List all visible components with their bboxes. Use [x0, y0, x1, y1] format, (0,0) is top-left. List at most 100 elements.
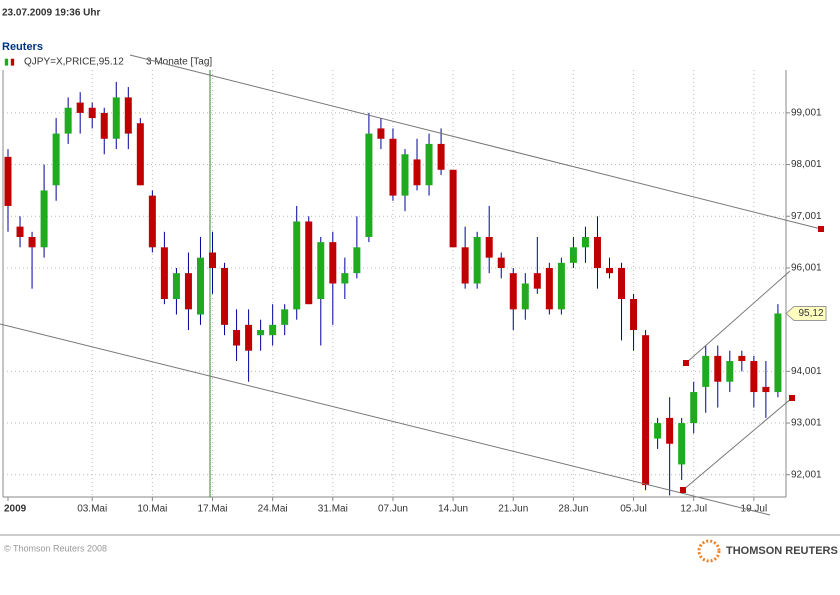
candle-body [329, 242, 337, 284]
source: Reuters [2, 41, 43, 53]
y-tick-label: 97,001 [791, 211, 822, 222]
candle-body [581, 236, 589, 248]
candle-body [64, 107, 72, 134]
candle-body [28, 236, 36, 248]
candle-body [16, 226, 24, 237]
candle-body [196, 257, 204, 315]
candle-body [293, 221, 301, 310]
candle-body [678, 423, 686, 465]
candle-body [233, 330, 241, 346]
candle-body [774, 313, 782, 393]
candle-body [148, 195, 156, 248]
candle-body [160, 247, 168, 300]
x-tick-label: 28.Jun [558, 504, 588, 515]
candle-body [281, 309, 289, 325]
candle-body [437, 143, 445, 170]
candle-body [269, 324, 277, 336]
candle-body [317, 242, 325, 300]
candle-body [606, 267, 613, 274]
trend-line [0, 323, 771, 516]
candle-body [136, 123, 144, 186]
candle-body [473, 236, 481, 284]
candle-body [389, 138, 397, 196]
trend-point [818, 226, 824, 232]
candle-body [413, 159, 421, 186]
candle-body [569, 247, 577, 263]
candle-body [521, 283, 529, 310]
candle-body [184, 273, 192, 310]
y-tick-label: 96,001 [791, 263, 822, 274]
candle-body [341, 273, 349, 284]
copyright: © Thomson Reuters 2008 [4, 543, 107, 553]
candle-body [4, 156, 12, 206]
x-tick-label: 24.Mai [258, 504, 288, 515]
candle-body [52, 133, 60, 186]
trend-line [129, 54, 822, 230]
x-tick-label: 10.Mai [137, 504, 167, 515]
candle-body [172, 273, 180, 300]
candle-body [461, 247, 469, 284]
x-tick-label: 19.Jul [741, 504, 768, 515]
candle-body [630, 299, 638, 331]
brand: THOMSON REUTERS [726, 545, 838, 557]
trend-line [685, 270, 791, 364]
legend-icon: ▮ [4, 56, 9, 66]
candle-body [726, 361, 734, 382]
trend-point [680, 487, 686, 493]
brand-logo [697, 539, 721, 563]
candle-body [353, 247, 361, 274]
candle-body [401, 154, 409, 196]
candle-body [112, 97, 120, 139]
candle-body [305, 221, 313, 305]
candle-body [618, 267, 626, 300]
candle-body [497, 257, 505, 268]
y-tick-label: 98,001 [791, 159, 822, 170]
x-tick-label: 31.Mai [318, 504, 348, 515]
candle-body [485, 236, 493, 258]
candle-body [449, 169, 457, 248]
y-tick-label: 99,001 [791, 107, 822, 118]
candle-body [100, 112, 108, 139]
x-tick-label: 17.Mai [198, 504, 228, 515]
price-label: 95,12 [798, 308, 823, 319]
x-tick-label: 12.Jul [680, 504, 707, 515]
trend-point [789, 395, 795, 401]
candle-body [377, 128, 385, 139]
trend-point [683, 360, 689, 366]
candle-body [738, 355, 746, 362]
candle-body [654, 423, 662, 439]
price-tag [785, 305, 827, 321]
candle-body [425, 143, 433, 186]
candle-body [124, 97, 132, 134]
y-tick-label: 94,001 [791, 366, 822, 377]
candle-body [690, 392, 698, 424]
y-tick-label: 93,001 [791, 418, 822, 429]
candle-body [365, 133, 373, 237]
candle-body [533, 273, 541, 289]
candle-body [702, 355, 710, 387]
candle-body [642, 335, 650, 486]
candle-body [666, 417, 674, 444]
candle-body [509, 273, 517, 310]
x-tick-label: 07.Jun [378, 504, 408, 515]
candle-body [245, 324, 253, 351]
candle-body [88, 107, 96, 119]
x-tick-label: 2009 [4, 504, 27, 515]
candle-body [762, 386, 770, 393]
legend-period: 3 Monate [Tag] [146, 57, 212, 68]
trend-line [682, 397, 793, 491]
candle-body [545, 267, 553, 310]
x-tick-label: 05.Jul [620, 504, 647, 515]
candle-body [221, 267, 229, 325]
y-tick-label: 92,001 [791, 469, 822, 480]
x-tick-label: 03.Mai [77, 504, 107, 515]
candle-body [257, 330, 265, 336]
candle-body [714, 355, 722, 382]
candle-body [750, 361, 758, 393]
timestamp: 23.07.2009 19:36 Uhr [2, 8, 101, 19]
candle-body [40, 190, 48, 248]
candle-body [593, 236, 601, 268]
candle-body [557, 262, 565, 310]
